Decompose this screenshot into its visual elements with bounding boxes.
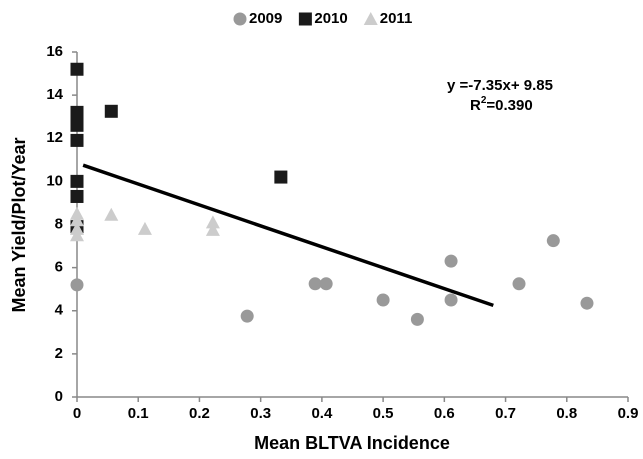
r-squared: R2=0.390 xyxy=(470,95,533,114)
point xyxy=(70,278,84,292)
point xyxy=(512,277,526,291)
legend-marker xyxy=(298,12,312,26)
x-tick-label: 0.1 xyxy=(128,405,149,422)
point xyxy=(70,228,84,242)
r2-value: =0.390 xyxy=(486,97,532,114)
point xyxy=(319,277,333,291)
y-tick-label: 0 xyxy=(55,388,63,405)
point xyxy=(274,170,288,184)
x-tick-label: 0.4 xyxy=(311,405,333,422)
y-tick-label: 12 xyxy=(46,129,63,146)
x-tick-label: 0.3 xyxy=(250,405,271,422)
point xyxy=(70,174,84,188)
point xyxy=(580,296,594,310)
x-axis-label: Mean BLTVA Incidence xyxy=(254,433,450,453)
point xyxy=(70,133,84,147)
y-tick-label: 6 xyxy=(55,259,63,276)
y-tick-label: 2 xyxy=(55,345,63,362)
point xyxy=(70,213,84,227)
x-tick-label: 0.8 xyxy=(556,405,577,422)
legend-label: 2009 xyxy=(249,10,282,27)
point xyxy=(104,207,119,221)
r2-symbol: R xyxy=(470,97,481,114)
point xyxy=(70,62,84,76)
legend-label: 2010 xyxy=(314,10,347,27)
x-tick-label: 0.6 xyxy=(434,405,455,422)
y-tick-label: 14 xyxy=(46,86,63,103)
y-tick-label: 4 xyxy=(55,302,64,319)
y-tick-label: 16 xyxy=(46,43,63,60)
legend-label: 2011 xyxy=(380,10,413,27)
point xyxy=(70,189,84,203)
r2-power: 2 xyxy=(481,95,487,106)
y-axis-label: Mean Yield/Plot/Year xyxy=(9,137,29,312)
x-tick-label: 0.9 xyxy=(618,405,639,422)
x-tick-label: 0.2 xyxy=(189,405,210,422)
x-tick-label: 0 xyxy=(73,405,81,422)
legend-marker xyxy=(233,12,247,26)
point xyxy=(376,293,390,307)
trendline xyxy=(82,163,494,308)
point xyxy=(444,293,458,307)
point xyxy=(104,104,118,118)
y-tick-label: 8 xyxy=(55,215,63,232)
point xyxy=(308,277,322,291)
point xyxy=(546,234,560,248)
point xyxy=(444,254,458,268)
point xyxy=(240,309,254,323)
point xyxy=(410,312,424,326)
x-tick-label: 0.7 xyxy=(495,405,516,422)
y-tick-label: 10 xyxy=(46,172,63,189)
point xyxy=(137,221,152,235)
point xyxy=(205,215,220,229)
point xyxy=(205,222,220,236)
equation: y =-7.35x+ 9.85 xyxy=(447,77,553,94)
x-tick-label: 0.5 xyxy=(373,405,394,422)
point xyxy=(70,118,84,132)
legend-marker xyxy=(363,12,378,25)
